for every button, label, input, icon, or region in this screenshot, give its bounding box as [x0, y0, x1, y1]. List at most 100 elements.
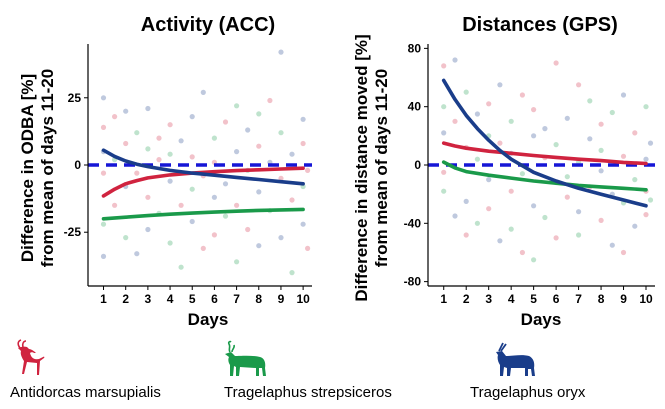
activity-point-51	[256, 143, 262, 149]
activity-point-5	[100, 253, 107, 259]
distances-point-51	[598, 168, 604, 174]
distances-x-tick-label: 1	[440, 292, 447, 306]
distances-point-7	[452, 213, 458, 219]
activity-point-54	[256, 111, 262, 117]
activity-y-axis-label-line1: Difference in ODBA [%]	[18, 74, 37, 262]
distances-point-63	[632, 223, 638, 229]
activity-point-3	[100, 170, 107, 176]
activity-x-tick-label: 5	[189, 292, 196, 306]
species-legend: Antidorcas marsupialis Tragelaphus strep…	[10, 339, 586, 401]
distances-point-43	[576, 82, 582, 88]
activity-point-27	[178, 202, 184, 208]
activity-y-tick-label: 0	[74, 158, 81, 172]
activity-point-61	[278, 49, 284, 55]
activity-point-25	[167, 122, 173, 128]
distances-point-39	[553, 142, 559, 148]
activity-point-18	[145, 226, 151, 233]
activity-trend-lines	[88, 148, 312, 221]
distances-point-34	[542, 214, 548, 221]
activity-point-1	[100, 124, 107, 130]
distances-point-13	[474, 156, 480, 162]
kudu-body	[225, 352, 266, 376]
distances-point-62	[632, 177, 638, 183]
distances-point-20	[497, 238, 503, 244]
activity-point-24	[167, 240, 173, 246]
activity-x-tick-label: 6	[211, 292, 218, 306]
distances-panel: Distances (GPS) Difference in distance m…	[352, 14, 655, 329]
activity-point-68	[300, 116, 306, 122]
distances-x-tick-label: 3	[485, 292, 492, 306]
distances-point-3	[441, 169, 447, 175]
distances-point-57	[620, 92, 627, 98]
activity-point-63	[289, 197, 295, 203]
distances-x-tick-label: 5	[530, 292, 537, 306]
distances-point-64	[643, 104, 649, 110]
distances-point-41	[564, 194, 570, 200]
activity-trend-antidorcas	[101, 166, 305, 198]
activity-point-69	[305, 167, 311, 173]
distances-point-54	[609, 109, 615, 116]
kudu-silhouette-icon	[225, 340, 266, 376]
activity-point-39	[211, 232, 217, 238]
legend-label-strepsiceros: Tragelaphus strepsiceros	[224, 384, 392, 401]
distances-point-21	[497, 82, 503, 88]
distances-point-35	[542, 126, 548, 132]
distances-point-5	[452, 57, 458, 63]
eland-body	[496, 351, 535, 376]
activity-point-33	[189, 186, 195, 192]
activity-point-44	[234, 149, 240, 155]
distances-point-6	[452, 118, 458, 124]
activity-panel: Activity (ACC) Difference in ODBA [%] fr…	[18, 14, 312, 329]
activity-point-15	[134, 251, 140, 257]
springbok-horns	[17, 339, 27, 349]
distances-y-tick-label: -40	[404, 216, 422, 230]
activity-point-38	[211, 194, 217, 200]
distances-x-axis-label: Days	[521, 310, 562, 329]
distances-point-45	[576, 209, 582, 215]
activity-point-45	[234, 202, 240, 208]
distances-point-15	[486, 101, 492, 107]
activity-point-17	[145, 194, 151, 200]
activity-point-49	[245, 127, 251, 133]
activity-point-4	[100, 221, 107, 227]
distances-point-46	[576, 232, 582, 238]
distances-point-30	[531, 203, 537, 209]
distances-y-tick-label: 0	[414, 158, 421, 172]
distances-trend-lines	[428, 78, 655, 208]
distances-y-axis-label-line1: Difference in distance moved [%]	[352, 34, 371, 301]
activity-point-64	[289, 270, 295, 276]
activity-x-tick-label: 10	[296, 292, 310, 306]
activity-point-31	[189, 114, 195, 120]
activity-point-41	[222, 119, 229, 125]
distances-point-26	[519, 92, 526, 98]
activity-point-6	[112, 114, 118, 120]
activity-x-tick-label: 3	[145, 292, 152, 306]
activity-point-22	[156, 135, 162, 141]
distances-point-60	[620, 249, 627, 256]
distances-y-axis-label-line2: from mean of days 11-20	[372, 69, 391, 267]
activity-point-26	[167, 151, 173, 157]
activity-point-43	[222, 181, 229, 187]
distances-point-56	[609, 242, 615, 248]
activity-y-tick-label: 25	[68, 91, 82, 105]
distances-point-58	[620, 153, 627, 159]
activity-y-tick-label: -25	[64, 225, 82, 239]
activity-point-8	[112, 202, 118, 208]
distances-point-1	[441, 104, 447, 110]
activity-point-65	[300, 140, 306, 147]
distances-point-4	[441, 188, 447, 194]
distances-point-50	[598, 121, 604, 127]
activity-point-59	[278, 130, 284, 136]
activity-point-29	[178, 264, 184, 270]
distances-point-28	[519, 249, 526, 256]
distances-point-68	[647, 140, 654, 146]
activity-x-tick-label: 4	[167, 292, 174, 306]
activity-point-23	[167, 178, 173, 184]
distances-point-42	[564, 174, 570, 180]
distances-x-tick-label: 6	[553, 292, 560, 306]
activity-point-32	[189, 218, 195, 225]
distances-point-36	[553, 60, 559, 66]
springbok-body	[18, 346, 45, 375]
distances-point-27	[519, 171, 526, 177]
